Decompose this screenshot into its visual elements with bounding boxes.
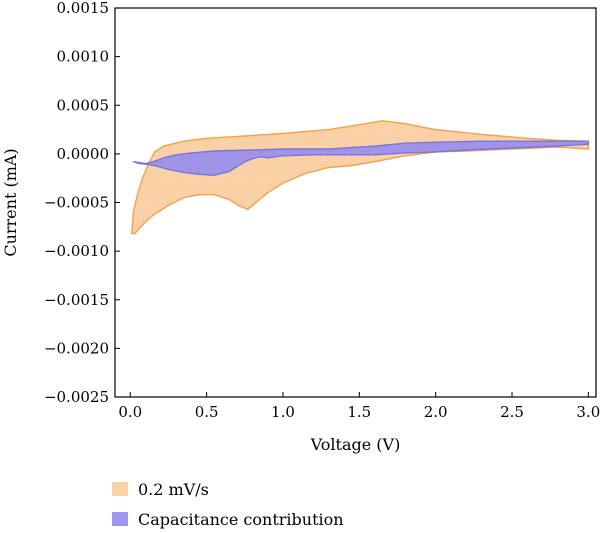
y-axis-title: Current (mA) [1,148,20,256]
legend-swatch [112,512,128,526]
x-tick-label: 2.0 [424,403,448,421]
y-tick-label: −0.0025 [44,388,109,406]
x-tick-label: 2.5 [500,403,524,421]
series-layer [131,120,590,235]
y-tick-label: 0.0010 [57,48,110,66]
x-tick-label: 0.5 [195,403,219,421]
y-tick-label: −0.0015 [44,291,109,309]
x-tick-label: 1.0 [271,403,295,421]
series-area-capacitance [132,140,590,177]
x-tick-label: 0.0 [118,403,142,421]
x-tick-label: 1.5 [347,403,371,421]
y-tick-label: 0.0005 [57,96,110,114]
plot-frame [114,7,597,398]
legend-label: Capacitance contribution [138,510,344,529]
y-tick-label: −0.0020 [44,339,109,357]
x-axis-title: Voltage (V) [310,435,401,454]
series-area-scan-rate [131,120,590,235]
legend-label: 0.2 mV/s [138,480,209,499]
x-tick-label: 3.0 [576,403,600,421]
ticks-layer: 0.0 0.5 1.0 1.5 2.0 2.5 3.0 0.0015 0.0010 0.0005 0… [44,0,600,421]
y-tick-label: −0.0005 [44,194,109,212]
legend-item: Capacitance contribution [112,510,344,529]
y-tick-label: −0.0010 [44,242,109,260]
legend: 0.2 mV/s Capacitance contribution [112,480,344,529]
legend-item: 0.2 mV/s [112,480,209,499]
y-tick-label: 0.0015 [57,0,110,17]
y-tick-label: 0.0000 [57,145,110,163]
legend-swatch [112,482,128,496]
